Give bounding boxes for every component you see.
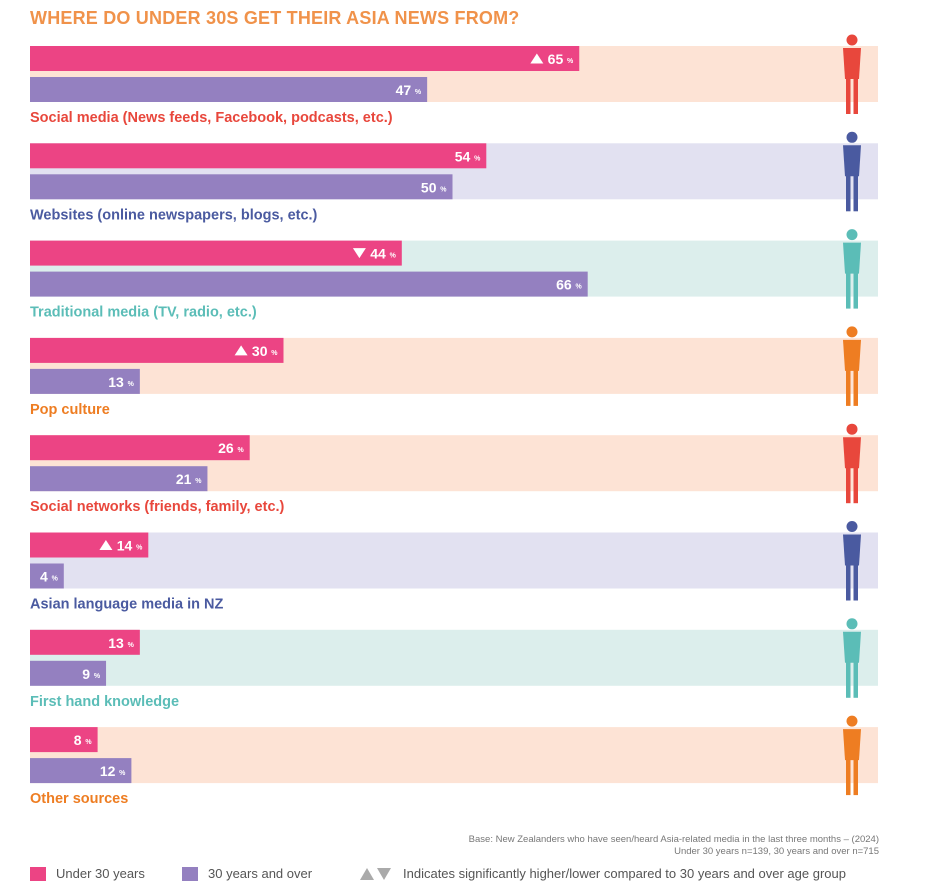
triangle-down-icon <box>377 867 391 880</box>
bar-under30 <box>30 727 98 753</box>
data-label: 54 <box>455 148 471 164</box>
person-at-desk-icon <box>843 131 861 212</box>
data-label: 4 <box>40 569 48 585</box>
data-label-unit: % <box>85 739 92 746</box>
legend-label-under30: Under 30 years <box>56 866 145 881</box>
legend-item-under30: Under 30 years <box>30 866 145 881</box>
category-label: Pop culture <box>30 402 110 418</box>
data-label: 30 <box>252 343 268 359</box>
data-label: 9 <box>82 666 90 682</box>
data-label-unit: % <box>415 89 422 96</box>
data-label: 65 <box>548 51 564 67</box>
data-label: 47 <box>396 82 412 98</box>
bar-over30 <box>30 368 140 394</box>
data-label-unit: % <box>474 155 481 162</box>
base-note: Base: New Zealanders who have seen/heard… <box>468 834 879 857</box>
legend-item-significance: Indicates significantly higher/lower com… <box>360 866 846 881</box>
data-label: 13 <box>108 374 124 390</box>
category-label: Social networks (friends, family, etc.) <box>30 499 285 515</box>
legend-label-significance: Indicates significantly higher/lower com… <box>403 866 846 881</box>
bar-over30 <box>30 563 64 589</box>
data-label-unit: % <box>128 381 135 388</box>
row-band <box>30 629 878 686</box>
bar-under30 <box>30 435 250 461</box>
data-label: 44 <box>370 246 386 262</box>
data-label-unit: % <box>136 545 143 552</box>
data-label: 8 <box>74 732 82 748</box>
data-label-unit: % <box>195 478 202 485</box>
data-label-unit: % <box>128 642 135 649</box>
bar-under30 <box>30 240 402 266</box>
bar-under30 <box>30 629 140 655</box>
data-label: 13 <box>108 635 124 651</box>
triangle-up-icon <box>99 540 113 550</box>
data-label-unit: % <box>575 284 582 291</box>
data-label: 14 <box>117 538 133 554</box>
data-label: 26 <box>218 440 234 456</box>
data-label: 66 <box>556 277 572 293</box>
data-label: 21 <box>176 471 192 487</box>
data-label-unit: % <box>440 186 447 193</box>
two-men-shaking-hands-icon <box>843 326 861 406</box>
data-label-unit: % <box>52 576 59 583</box>
data-label-unit: % <box>119 770 126 777</box>
triangle-up-icon <box>530 53 544 64</box>
legend-item-over30: 30 years and over <box>182 866 312 881</box>
bar-over30 <box>30 660 107 686</box>
bar-over30 <box>30 758 132 784</box>
triangle-up-icon <box>360 867 374 880</box>
category-label: Traditional media (TV, radio, etc.) <box>30 305 257 321</box>
two-men-talking-icon <box>843 618 861 698</box>
legend-swatch-under30 <box>30 866 46 881</box>
category-label: Social media (News feeds, Facebook, podc… <box>30 110 393 126</box>
bar-under30 <box>30 337 284 363</box>
category-label: Other sources <box>30 791 128 807</box>
data-label-unit: % <box>94 673 101 680</box>
person-waving-icon <box>843 715 861 796</box>
bar-under30 <box>30 46 580 71</box>
two-women-talking-icon <box>843 423 861 504</box>
data-label: 50 <box>421 179 437 195</box>
triangle-up-icon <box>234 345 248 356</box>
bar-over30 <box>30 174 453 200</box>
category-label: Websites (online newspapers, blogs, etc.… <box>30 207 318 223</box>
data-label-unit: % <box>271 350 278 357</box>
data-label-unit: % <box>567 58 574 65</box>
legend: Under 30 years 30 years and over Indicat… <box>30 866 890 884</box>
legend-swatch-over30 <box>182 866 198 881</box>
data-label: 12 <box>100 763 116 779</box>
bar-under30 <box>30 532 149 558</box>
category-label: Asian language media in NZ <box>30 597 224 613</box>
bar-over30 <box>30 466 208 492</box>
triangle-down-icon <box>352 248 366 259</box>
row-band <box>30 727 878 784</box>
row-band <box>30 532 878 589</box>
woman-with-phone-icon <box>843 34 861 114</box>
chart-title: WHERE DO UNDER 30S GET THEIR ASIA NEWS F… <box>30 8 520 28</box>
data-label-unit: % <box>237 447 244 454</box>
bar-under30 <box>30 143 487 169</box>
tv-news-crew-icon <box>843 229 861 309</box>
bar-over30 <box>30 77 428 102</box>
data-label-unit: % <box>390 253 397 260</box>
category-label: First hand knowledge <box>30 694 179 710</box>
legend-label-over30: 30 years and over <box>208 866 313 881</box>
interview-camera-crew-icon <box>843 521 861 601</box>
bar-over30 <box>30 271 588 297</box>
